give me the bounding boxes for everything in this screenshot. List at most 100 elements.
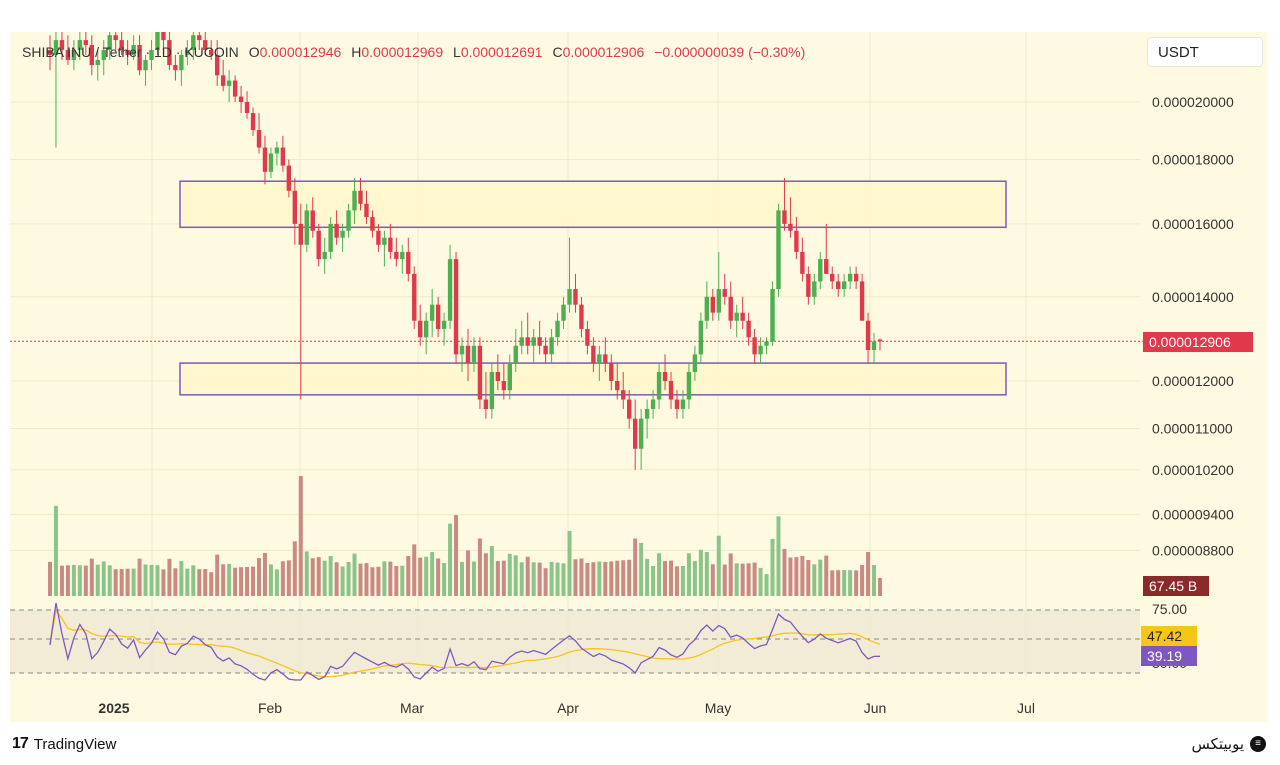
chart-svg[interactable]: 0.000020000 0.000018000 0.000016000 0.00001…: [10, 32, 1268, 722]
candle-body-73: [483, 399, 489, 410]
volume-bar-123: [782, 548, 787, 596]
volume-bar-38: [274, 569, 279, 596]
candle-body-58: [394, 251, 399, 260]
candle-body-121: [770, 289, 775, 342]
volume-bar-34: [251, 566, 256, 596]
candle-body-35: [256, 130, 262, 148]
candle-body-133: [841, 281, 847, 290]
volume-bar-114: [728, 553, 733, 596]
volume-bar-99: [639, 542, 644, 596]
candle-body-98: [632, 418, 638, 449]
candle-body-63: [423, 320, 429, 338]
candle-body-129: [818, 259, 823, 282]
low-label: L: [453, 44, 461, 60]
symbol-label: SHIBA INU / Tether · 1D · KUCOIN: [22, 44, 239, 60]
volume-bar-108: [692, 561, 697, 596]
candle-body-34: [250, 113, 256, 131]
volume-bar-22: [179, 560, 184, 596]
candle-body-31: [232, 80, 238, 97]
volume-bar-27: [209, 572, 214, 596]
volume-bar-17: [149, 564, 154, 596]
volume-bar-111: [710, 564, 715, 596]
volume-bar-13: [125, 568, 130, 596]
price-label-1: 0.000018000: [1152, 152, 1234, 168]
candle-body-60: [406, 251, 411, 274]
volume-bar-92: [597, 561, 602, 596]
volume-bar-120: [764, 574, 769, 596]
candle-body-42: [298, 223, 303, 245]
volume-bar-49: [340, 566, 345, 596]
candle-body-4: [71, 49, 77, 60]
price-label-5: 0.000011000: [1152, 421, 1233, 437]
candle-body-111: [710, 296, 716, 313]
volume-bar-105: [674, 566, 679, 596]
candle-body-77: [507, 363, 512, 391]
volume-bar-132: [836, 570, 841, 596]
volume-bar-15: [137, 558, 142, 596]
zone-0: [179, 180, 1007, 229]
candle-body-36: [262, 147, 268, 172]
currency-button[interactable]: USDT: [1147, 37, 1263, 67]
chart-area[interactable]: 0.000020000 0.000018000 0.000016000 0.00001…: [10, 32, 1268, 722]
candle-body-39: [280, 147, 286, 166]
candle-body-61: [412, 273, 417, 321]
tradingview-brand[interactable]: 17 TradingView: [12, 735, 116, 753]
candle-body-8: [95, 59, 100, 66]
candle-body-86: [561, 304, 566, 321]
tradingview-label: TradingView: [33, 735, 117, 753]
high-value: 0.000012969: [361, 44, 444, 60]
volume-bar-66: [442, 562, 447, 596]
volume-bar-119: [758, 567, 763, 596]
volume-bar-70: [465, 550, 470, 596]
candle-body-18: [155, 32, 160, 50]
volume-bar-76: [501, 560, 506, 596]
time-axis: 2025 Feb Mar Apr May Jun Jul: [98, 700, 1035, 716]
volume-bar-133: [842, 569, 847, 596]
last-price-tag: 0.000012906: [1143, 332, 1253, 352]
open-value: 0.000012946: [259, 44, 342, 60]
volume-bar-69: [460, 561, 465, 596]
volume-bar-121: [770, 538, 775, 596]
price-label-4: 0.000012000: [1152, 373, 1234, 389]
volume-bar-107: [686, 553, 691, 596]
candle-body-101: [650, 399, 656, 410]
volume-bar-72: [477, 538, 482, 596]
volume-bar-83: [543, 568, 548, 596]
volume-bar-36: [262, 552, 267, 596]
candle-body-67: [447, 259, 453, 321]
candle-body-94: [609, 363, 614, 381]
volume-bar-39: [280, 561, 285, 596]
candle-body-124: [788, 223, 793, 231]
volume-bar-1: [53, 505, 58, 596]
time-label-0: 2025: [98, 700, 129, 716]
volume-bar-86: [561, 563, 566, 596]
candle-body-104: [668, 381, 674, 400]
open-label: O: [248, 44, 260, 60]
candle-body-44: [310, 210, 315, 231]
volume-bar-23: [185, 568, 190, 596]
volume-bar-41: [292, 541, 297, 596]
volume-bar-12: [119, 569, 124, 596]
price-label-6: 0.000010200: [1152, 462, 1234, 478]
price-label-2: 0.000016000: [1152, 216, 1234, 232]
volume-bar-24: [191, 565, 196, 596]
candle-body-126: [800, 251, 805, 274]
candle-body-14: [131, 45, 136, 55]
candle-body-76: [501, 381, 507, 391]
volume-bar-78: [513, 555, 518, 596]
candle-body-57: [388, 237, 393, 252]
candle-body-113: [722, 289, 727, 297]
candle-body-118: [752, 337, 757, 355]
volume-bar-53: [364, 563, 369, 596]
volume-bar-18: [155, 565, 160, 596]
candle-body-95: [615, 381, 620, 391]
volume-bar-68: [454, 515, 459, 596]
candle-body-54: [370, 217, 375, 231]
candle-body-29: [220, 75, 226, 86]
volume-bar-54: [370, 567, 375, 596]
candle-body-74: [489, 371, 495, 410]
volume-bar-113: [722, 564, 727, 596]
volume-bar-26: [203, 569, 208, 596]
candle-body-132: [836, 281, 841, 290]
volume-bar-74: [489, 546, 494, 596]
